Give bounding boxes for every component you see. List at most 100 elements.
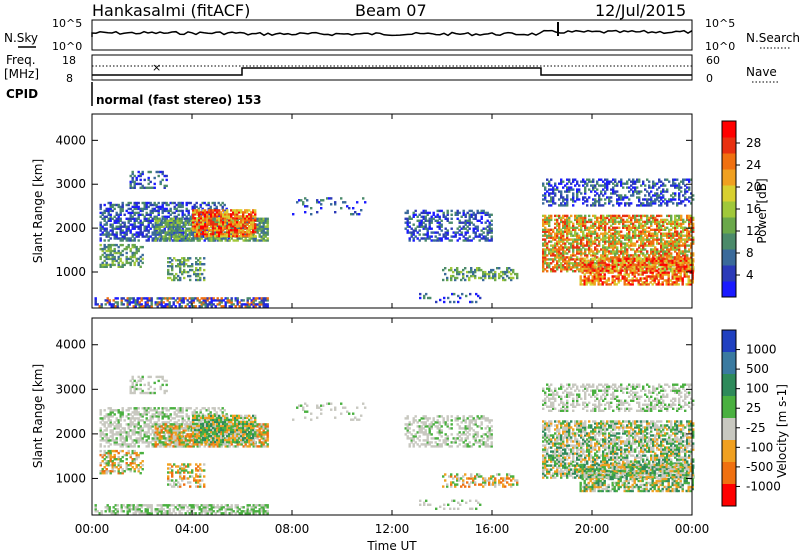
power-cell [620, 179, 622, 181]
power-cell [210, 206, 212, 208]
power-cell [190, 202, 192, 204]
power-cell [451, 222, 453, 224]
power-cell [608, 277, 610, 279]
power-cell [199, 277, 201, 279]
power-cell [150, 171, 152, 173]
power-cell [196, 202, 198, 204]
power-cell [104, 204, 106, 206]
power-cell [431, 228, 433, 230]
power-cell [340, 207, 342, 209]
power-cell [142, 254, 144, 256]
power-cell [590, 219, 592, 221]
power-cell [554, 202, 556, 204]
power-cell [441, 220, 443, 222]
power-cell [443, 212, 445, 214]
power-cell [477, 226, 479, 228]
power-cell [120, 258, 122, 260]
power-cell [459, 237, 461, 239]
power-cell [636, 186, 638, 188]
power-cell [243, 299, 245, 301]
power-cell [182, 202, 184, 204]
power-cell [562, 181, 564, 183]
power-cell [578, 188, 580, 190]
power-cell [224, 204, 226, 206]
power-cell [254, 223, 256, 225]
power-cell [201, 273, 203, 275]
power-cell [451, 228, 453, 230]
power-cell [358, 213, 360, 215]
power-cell [598, 258, 600, 260]
power-cell [360, 209, 362, 211]
power-cell [620, 202, 622, 204]
beam-label: Beam 07 [355, 1, 427, 20]
power-cell [614, 179, 616, 181]
power-cell [267, 218, 269, 220]
power-cell [110, 237, 112, 239]
power-cell [100, 244, 102, 246]
power-cell [330, 197, 332, 199]
power-cell [304, 211, 306, 213]
freq-18-tick: 18 [62, 54, 76, 67]
power-cell [456, 277, 458, 279]
power-cell [622, 186, 624, 188]
power-cell [306, 199, 308, 201]
power-cell [407, 210, 409, 212]
power-cell [680, 215, 682, 217]
power-cell [132, 171, 134, 173]
power-data-cells [95, 171, 695, 308]
power-cell [630, 202, 632, 204]
power-cell [554, 192, 556, 194]
power-cell [158, 175, 160, 177]
power-cell [447, 229, 449, 231]
power-cell [451, 214, 453, 216]
power-cell [330, 203, 332, 205]
power-cell [316, 211, 318, 213]
power-cell [678, 283, 680, 285]
power-cell [451, 210, 453, 212]
power-cell [95, 297, 97, 299]
power-cell [550, 179, 552, 181]
power-cell [203, 269, 205, 271]
power-cell [114, 248, 116, 250]
power-cell [542, 183, 544, 185]
power-cell [447, 210, 449, 212]
power-cell [306, 205, 308, 207]
power-cell [128, 244, 130, 246]
power-cell [254, 231, 256, 233]
power-cell [610, 196, 612, 198]
power-cell [181, 218, 183, 220]
power-cell [483, 231, 485, 233]
nave-label: Nave [746, 65, 777, 79]
power-cell [592, 179, 594, 181]
power-cell [498, 267, 500, 269]
power-cell [267, 297, 269, 299]
power-cell [199, 267, 201, 269]
power-cell [109, 299, 111, 301]
power-cell [100, 237, 102, 239]
power-cell [463, 210, 465, 212]
power-cell [572, 204, 574, 206]
nsky-hi-tick: 10^5 [52, 17, 82, 30]
power-cell [117, 301, 119, 303]
power-cell [320, 207, 322, 209]
power-cell [142, 262, 144, 264]
power-cell [491, 220, 493, 222]
power-cell [320, 203, 322, 205]
power-cell [450, 267, 452, 269]
power-cell [481, 222, 483, 224]
power-cell [182, 210, 184, 212]
power-cell [334, 201, 336, 203]
power-cell [364, 201, 366, 203]
power-cell [178, 214, 180, 216]
power-cell [191, 263, 193, 265]
power-cell [267, 303, 269, 305]
power-cell [638, 196, 640, 198]
freq-8-tick: 8 [66, 72, 73, 85]
power-cell [117, 297, 119, 299]
power-cell [616, 190, 618, 192]
power-cell [461, 231, 463, 233]
power-cell [429, 212, 431, 214]
power-cell [608, 264, 610, 266]
power-cell [201, 235, 203, 237]
power-cell [140, 179, 142, 181]
